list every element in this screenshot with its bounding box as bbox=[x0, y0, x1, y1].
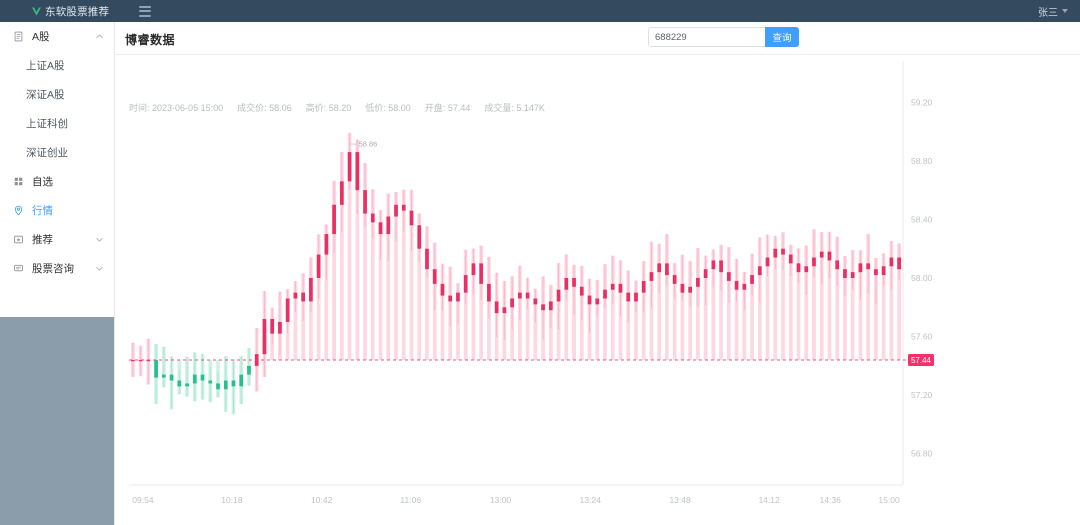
document-icon bbox=[12, 30, 25, 43]
svg-text:11:06: 11:06 bbox=[400, 495, 421, 505]
chevron-down-icon bbox=[95, 235, 104, 244]
svg-text:15:00: 15:00 bbox=[878, 495, 900, 505]
tooltip-price-label: 成交价: bbox=[237, 103, 267, 113]
tooltip-low: 低价: 58.00 bbox=[365, 101, 411, 114]
svg-text:09:54: 09:54 bbox=[132, 495, 154, 505]
grid-icon bbox=[12, 175, 25, 188]
chart-tooltip: 时间: 2023-06-05 15:00 成交价: 58.06 高价: 58.2… bbox=[129, 101, 545, 114]
sidebar-item-sz-a[interactable]: 深证A股 bbox=[26, 89, 65, 101]
svg-text:13:24: 13:24 bbox=[580, 495, 602, 505]
sidebar-item-label: 推荐 bbox=[32, 234, 53, 246]
tooltip-high-value: 58.20 bbox=[328, 103, 352, 113]
chevron-down-icon bbox=[95, 264, 104, 273]
main-content: 博睿数据 查询 时间: 2023-06-05 15:00 成交价: 58.06 … bbox=[115, 22, 1080, 525]
svg-text:10:42: 10:42 bbox=[311, 495, 333, 505]
sidebar-group-label: A股 bbox=[32, 31, 50, 43]
tooltip-low-label: 低价: bbox=[365, 103, 386, 113]
tooltip-time-label: 时间: bbox=[129, 103, 150, 113]
stock-chart[interactable]: 59.20 58.80 58.40 58.00 57.60 57.20 56.80 09:54… bbox=[115, 55, 1080, 525]
sidebar-item-sh-star[interactable]: 上证科创 bbox=[26, 118, 68, 130]
brand[interactable]: 东软股票推荐 bbox=[0, 4, 109, 19]
tooltip-high: 高价: 58.20 bbox=[306, 101, 352, 114]
svg-text:13:48: 13:48 bbox=[669, 495, 691, 505]
svg-text:57.20: 57.20 bbox=[911, 390, 933, 400]
query-button[interactable]: 查询 bbox=[765, 27, 799, 47]
hamburger-icon[interactable] bbox=[139, 5, 152, 17]
chart-area: 时间: 2023-06-05 15:00 成交价: 58.06 高价: 58.2… bbox=[115, 55, 1080, 525]
sidebar-item-recommend[interactable]: 推荐 bbox=[0, 225, 114, 254]
tooltip-time: 时间: 2023-06-05 15:00 bbox=[129, 101, 223, 114]
sidebar-item-label: 行情 bbox=[32, 205, 53, 217]
chat-icon bbox=[12, 262, 25, 275]
svg-text:58.86: 58.86 bbox=[359, 140, 378, 149]
sidebar-item-sz-chinext[interactable]: 深证创业 bbox=[26, 147, 68, 159]
svg-text:58.00: 58.00 bbox=[911, 273, 933, 283]
sidebar: A股 上证A股 深证A股 上证科创 深证创业 bbox=[0, 22, 115, 525]
user-menu[interactable]: 张三 bbox=[1038, 4, 1080, 19]
tooltip-price-value: 58.06 bbox=[269, 103, 292, 113]
svg-text:10:18: 10:18 bbox=[221, 495, 243, 505]
tooltip-open-value: 57.44 bbox=[447, 103, 471, 113]
search-bar: 查询 bbox=[648, 27, 799, 47]
tooltip-open: 开盘: 57.44 bbox=[425, 101, 471, 114]
location-pin-icon bbox=[12, 204, 25, 217]
top-navigation-bar: 东软股票推荐 张三 bbox=[0, 0, 1080, 22]
sidebar-item-consulting[interactable]: 股票咨询 bbox=[0, 254, 114, 283]
tooltip-high-label: 高价: bbox=[305, 103, 327, 113]
sidebar-item-sh-a[interactable]: 上证A股 bbox=[26, 60, 65, 72]
sidebar-empty-area bbox=[0, 317, 114, 525]
svg-text:58.80: 58.80 bbox=[911, 156, 933, 166]
sidebar-group-a-shares[interactable]: A股 bbox=[0, 22, 114, 51]
sidebar-item-label: 股票咨询 bbox=[32, 263, 74, 275]
sidebar-menu: A股 上证A股 深证A股 上证科创 深证创业 bbox=[0, 22, 114, 283]
chevron-down-icon bbox=[1062, 9, 1068, 13]
v-logo-icon bbox=[32, 6, 41, 16]
search-input[interactable] bbox=[648, 27, 765, 47]
tooltip-price: 成交价: 58.06 bbox=[237, 101, 292, 114]
tooltip-volume: 成交量: 5.147K bbox=[484, 101, 545, 114]
user-name: 张三 bbox=[1038, 7, 1058, 19]
sidebar-item-market[interactable]: 行情 bbox=[0, 196, 114, 225]
tooltip-volume-value: 5.147K bbox=[516, 103, 545, 113]
tooltip-low-value: 58.00 bbox=[388, 103, 411, 113]
tooltip-time-value: 2023-06-05 15:00 bbox=[152, 103, 224, 113]
brand-text: 东软股票推荐 bbox=[45, 5, 110, 18]
svg-text:57.60: 57.60 bbox=[911, 332, 933, 342]
svg-text:56.80: 56.80 bbox=[911, 449, 933, 459]
chevron-up-icon bbox=[95, 32, 104, 41]
sidebar-submenu-a-shares: 上证A股 深证A股 上证科创 深证创业 bbox=[0, 51, 114, 167]
page-header: 博睿数据 查询 bbox=[115, 22, 1080, 55]
svg-text:13:00: 13:00 bbox=[490, 495, 512, 505]
svg-text:14:36: 14:36 bbox=[820, 495, 842, 505]
tooltip-open-label: 开盘: bbox=[424, 103, 446, 113]
star-box-icon bbox=[12, 233, 25, 246]
tooltip-volume-label: 成交量: bbox=[484, 103, 514, 113]
svg-text:14:12: 14:12 bbox=[758, 495, 780, 505]
svg-text:59.20: 59.20 bbox=[911, 97, 933, 107]
svg-text:57.44: 57.44 bbox=[911, 356, 932, 365]
page-title: 博睿数据 bbox=[125, 33, 176, 47]
svg-text:58.40: 58.40 bbox=[911, 214, 933, 224]
sidebar-item-label: 自选 bbox=[32, 176, 53, 188]
sidebar-item-watchlist[interactable]: 自选 bbox=[0, 167, 114, 196]
